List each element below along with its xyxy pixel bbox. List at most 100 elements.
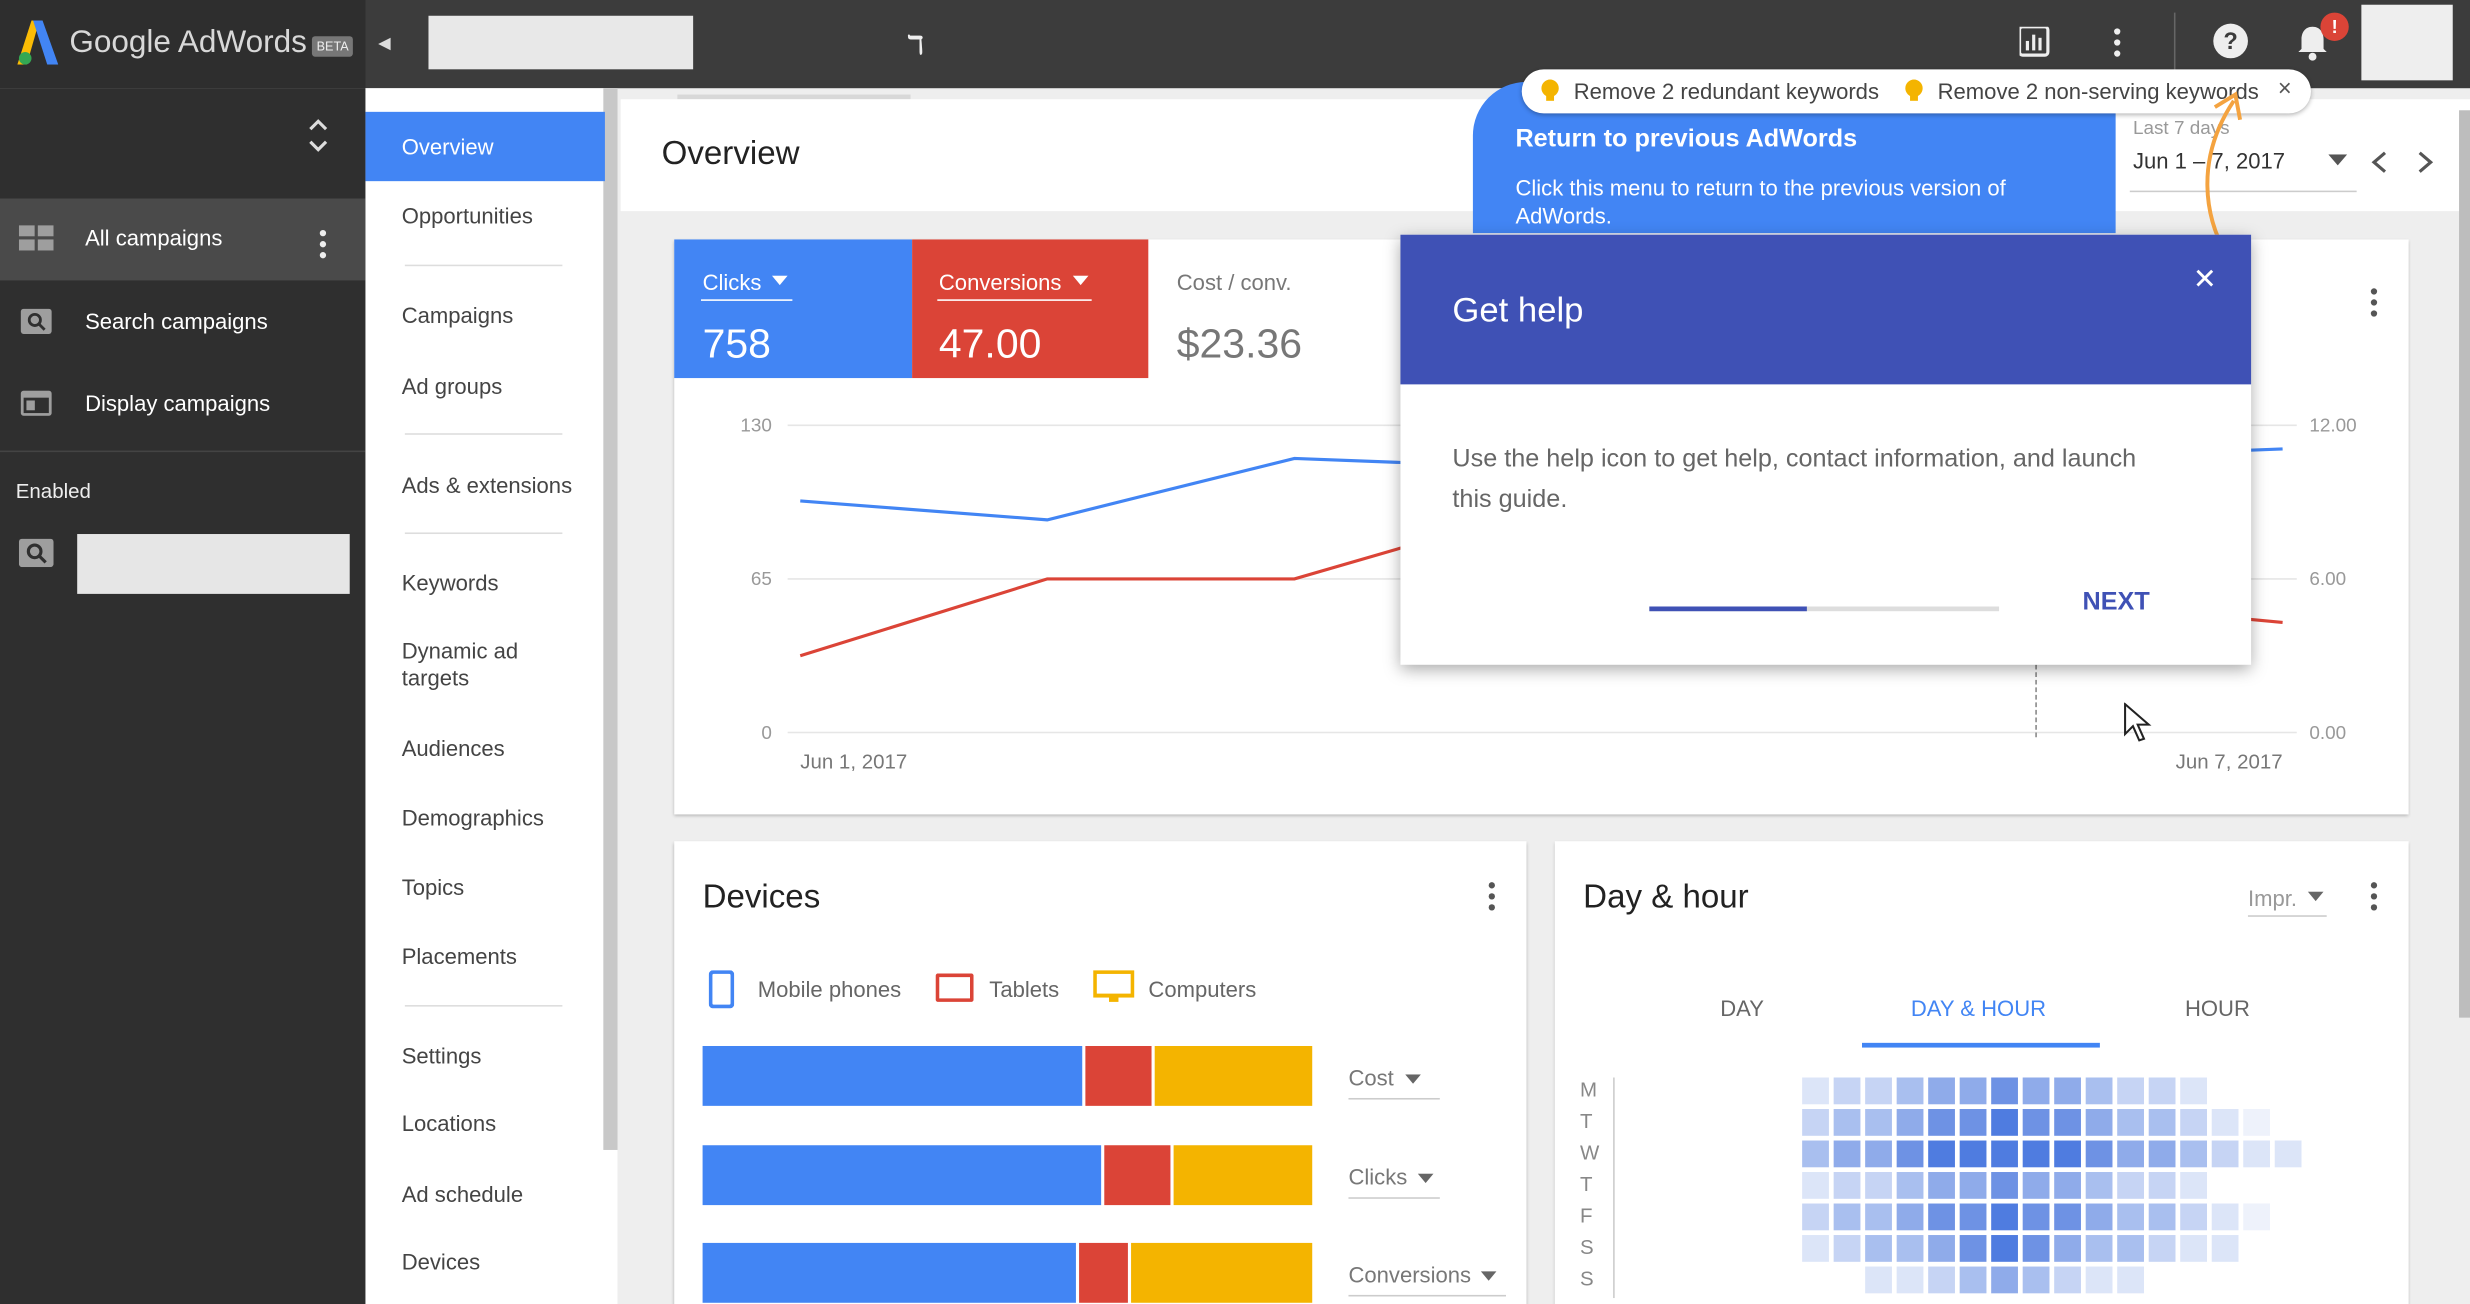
prev-period-icon[interactable] (2369, 150, 2388, 175)
more-options-icon[interactable] (2114, 28, 2121, 61)
next-period-icon[interactable] (2417, 150, 2436, 175)
search-campaigns-item[interactable]: Search campaigns (0, 282, 365, 364)
metric-dropdown-icon[interactable] (1072, 275, 1089, 287)
legend-mobile: Mobile phones (757, 976, 902, 1002)
menu-icon[interactable]: ℸ (907, 33, 924, 60)
heatmap-cell (1959, 1077, 1987, 1105)
tab-day[interactable]: DAY (1720, 995, 1764, 1021)
heatmap-cell (1802, 1203, 1829, 1231)
metric-select-conversions[interactable]: Conversions (1348, 1262, 1506, 1297)
mobile-phone-icon (708, 970, 735, 1009)
metric-underline (701, 299, 793, 301)
nav-audiences[interactable]: Audiences (401, 735, 505, 761)
heatmap-cell (1991, 1077, 2018, 1105)
metric-select-cost-label: Cost (1348, 1064, 1394, 1091)
logo-area: Google AdWords BETA (0, 0, 366, 89)
heatmap-cell (2211, 1203, 2239, 1231)
heatmap-cell (1802, 1109, 1829, 1136)
metric-dropdown-icon[interactable] (771, 275, 788, 287)
heatmap-cell (2054, 1266, 2081, 1294)
nav-ad-groups[interactable]: Ad groups (401, 373, 503, 399)
get-help-dialog: Get help ✕ Use the help icon to get help… (1400, 234, 2252, 665)
return-tip-body: Click this menu to return to the previou… (1515, 174, 2006, 229)
nav-overview[interactable]: Overview (365, 111, 605, 182)
next-button[interactable]: NEXT (2082, 589, 2150, 616)
collapse-sidebar-icon[interactable]: ◂ (378, 29, 391, 57)
nav-devices[interactable]: Devices (401, 1249, 481, 1275)
heatmap-cell (2022, 1140, 2050, 1168)
device-bar-segment (1131, 1242, 1313, 1303)
suggestion-non-serving[interactable]: Remove 2 non-serving keywords (1937, 78, 2259, 104)
heatmap-cell (1833, 1172, 1861, 1199)
heatmap-cell (2054, 1140, 2081, 1168)
heatmap-cell (1959, 1172, 1987, 1199)
heatmap-cell (2117, 1077, 2144, 1105)
nav-ad-schedule[interactable]: Ad schedule (401, 1181, 524, 1207)
suggestion-redundant[interactable]: Remove 2 redundant keywords (1573, 78, 1879, 104)
heatmap-cell (1865, 1172, 1892, 1199)
metric-clicks-value: 758 (702, 319, 771, 368)
nav-topics[interactable]: Topics (401, 874, 465, 900)
search-campaigns-label: Search campaigns (85, 308, 268, 334)
account-avatar[interactable] (2361, 4, 2453, 81)
nav-keywords[interactable]: Keywords (401, 570, 499, 596)
account-selector[interactable] (428, 15, 694, 70)
devices-title: Devices (702, 879, 821, 916)
reports-icon[interactable] (2019, 26, 2052, 59)
nav-campaigns[interactable]: Campaigns (401, 302, 514, 328)
chart-options-icon[interactable] (2370, 288, 2378, 321)
adwords-logo-icon (17, 20, 59, 65)
heatmap-cell (1833, 1140, 1861, 1168)
nav-demographics[interactable]: Demographics (401, 804, 544, 831)
heatmap-cell (1928, 1266, 1955, 1294)
close-suggestions-icon[interactable]: × (2277, 75, 2292, 103)
campaign-search-input[interactable] (77, 534, 350, 594)
heatmap-cell (2148, 1172, 2176, 1199)
left-divider (0, 450, 366, 453)
impr-select[interactable]: Impr. (2247, 885, 2327, 917)
heatmap-cell (2085, 1172, 2113, 1199)
metric-select-cost[interactable]: Cost (1348, 1064, 1440, 1100)
heatmap-cell (2180, 1235, 2207, 1262)
all-campaigns-item[interactable]: All campaigns (0, 198, 366, 281)
expand-collapse-icon[interactable] (307, 117, 329, 155)
display-campaigns-item[interactable]: Display campaigns (0, 364, 365, 446)
heatmap-cell (1833, 1109, 1861, 1136)
devices-options-icon[interactable] (1488, 882, 1495, 915)
heatmap-cell (2148, 1203, 2176, 1231)
help-icon[interactable]: ? (2212, 22, 2250, 60)
metric-select-clicks[interactable]: Clicks (1348, 1164, 1440, 1199)
device-bar-segment (1085, 1045, 1153, 1106)
nav-dynamic-ad-targets[interactable]: Dynamic ad targets (401, 637, 519, 690)
close-help-icon[interactable]: ✕ (2192, 263, 2217, 295)
heatmap-cell (2211, 1235, 2239, 1262)
nav-placements[interactable]: Placements (401, 943, 517, 969)
notifications-icon[interactable] (2295, 24, 2333, 62)
y-left-tick-label: 130 (740, 416, 772, 437)
heatmap-cell (1959, 1266, 1987, 1294)
device-bar-segment (1079, 1242, 1129, 1303)
nav-locations[interactable]: Locations (401, 1110, 497, 1136)
notification-badge: ! (2320, 12, 2349, 41)
day-label: F (1580, 1203, 1593, 1228)
tab-day-hour[interactable]: DAY & HOUR (1910, 995, 2047, 1021)
tab-hour[interactable]: HOUR (2184, 995, 2250, 1021)
page-scrollbar[interactable] (2459, 110, 2470, 1018)
date-dropdown-icon[interactable] (2328, 154, 2348, 167)
metric-clicks[interactable]: Clicks 758 (674, 239, 913, 379)
guide-progress-fill (1649, 606, 1807, 612)
nav-opportunities[interactable]: Opportunities (401, 203, 533, 229)
heatmap-cell (2085, 1235, 2113, 1262)
nav-settings[interactable]: Settings (401, 1042, 482, 1069)
all-campaigns-menu-icon[interactable] (319, 229, 327, 263)
get-help-body: Use the help icon to get help, contact i… (1452, 445, 2137, 514)
metric-conversions[interactable]: Conversions 47.00 (912, 239, 1149, 379)
chart-hover-line (2035, 664, 2037, 738)
nav-scrollbar[interactable] (603, 88, 618, 1150)
heatmap-cell (2022, 1109, 2050, 1136)
heatmap-cell (2022, 1077, 2050, 1105)
nav-ads-extensions[interactable]: Ads & extensions (401, 472, 573, 498)
day-hour-options-icon[interactable] (2370, 882, 2378, 915)
heatmap-cell (2117, 1172, 2144, 1199)
metric-cost-conv[interactable]: Cost / conv. $23.36 (1148, 239, 1387, 379)
